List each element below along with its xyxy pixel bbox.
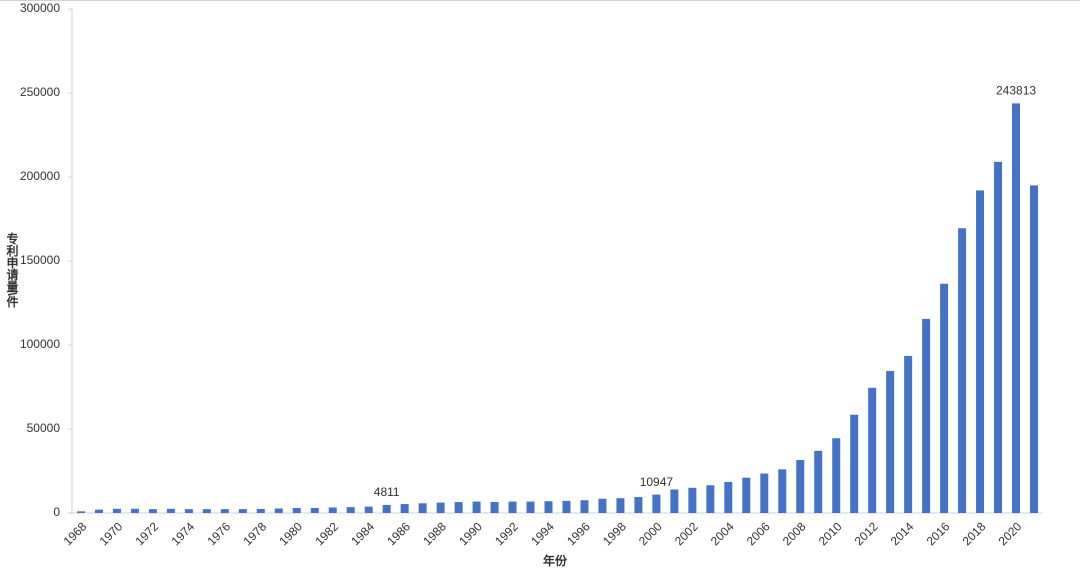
bar <box>418 503 427 513</box>
bar <box>670 489 679 513</box>
y-tick-label: 250000 <box>20 85 60 99</box>
x-tick-label: 1972 <box>132 519 161 548</box>
y-tick-label: 150000 <box>20 253 60 267</box>
bar <box>130 508 139 513</box>
bar <box>580 500 589 513</box>
bar <box>724 481 733 513</box>
x-tick-label: 2020 <box>996 519 1025 548</box>
bar <box>184 509 193 513</box>
x-tick-label: 2002 <box>672 519 701 548</box>
y-tick-label: 100000 <box>20 337 60 351</box>
x-tick-label: 1982 <box>312 519 341 548</box>
x-tick-label: 1984 <box>348 519 377 548</box>
data-label: 4811 <box>374 485 400 499</box>
x-tick-label: 1992 <box>492 519 521 548</box>
bar <box>472 501 481 513</box>
x-tick-label: 2016 <box>924 519 953 548</box>
bar <box>904 355 913 513</box>
bar <box>706 485 715 513</box>
bar <box>400 504 409 513</box>
bar <box>94 509 103 513</box>
bar <box>328 507 337 513</box>
x-tick-label: 2006 <box>744 519 773 548</box>
bar <box>616 498 625 513</box>
x-tick-label: 1976 <box>204 519 233 548</box>
y-tick-label: 50000 <box>27 421 61 435</box>
bar <box>544 501 553 513</box>
bar <box>166 508 175 513</box>
x-axis-label: 年份 <box>543 553 568 568</box>
data-label: 243813 <box>996 84 1036 98</box>
bar <box>994 161 1003 513</box>
bar <box>382 504 391 513</box>
y-tick-label: 0 <box>53 505 60 519</box>
bar <box>958 228 967 514</box>
x-tick-label: 1980 <box>276 519 305 548</box>
bar <box>1012 103 1021 513</box>
x-tick-label: 1974 <box>168 519 197 548</box>
bar <box>490 501 499 513</box>
y-tick-label: 200000 <box>20 169 60 183</box>
bar <box>436 502 445 513</box>
bar <box>454 502 463 513</box>
bar <box>256 508 265 513</box>
bar <box>688 487 697 513</box>
bar <box>346 507 355 513</box>
x-tick-label: 2018 <box>960 519 989 548</box>
bar <box>202 509 211 513</box>
bar <box>634 497 643 513</box>
bar <box>1030 185 1039 513</box>
bar <box>598 498 607 513</box>
bar <box>778 469 787 513</box>
bar <box>760 473 769 513</box>
x-tick-label: 1968 <box>61 519 90 548</box>
x-tick-label: 1998 <box>600 519 629 548</box>
bar <box>742 477 751 513</box>
bar <box>850 414 859 513</box>
bar <box>274 508 283 513</box>
bar <box>562 500 571 513</box>
bar <box>652 494 661 513</box>
x-tick-label: 1996 <box>564 519 593 548</box>
bar <box>868 387 877 513</box>
x-tick-label: 2000 <box>636 519 665 548</box>
data-label: 10947 <box>640 475 674 489</box>
x-tick-label: 1994 <box>528 519 557 548</box>
x-tick-label: 2012 <box>852 519 881 548</box>
bar <box>922 318 931 513</box>
bar <box>814 450 823 513</box>
x-tick-label: 2008 <box>780 519 809 548</box>
bar <box>886 371 895 513</box>
bar <box>364 506 373 513</box>
bar <box>292 507 301 513</box>
bar <box>112 508 121 513</box>
x-tick-label: 2004 <box>708 519 737 548</box>
x-tick-label: 1990 <box>456 519 485 548</box>
bar <box>148 509 157 513</box>
x-tick-label: 1970 <box>97 519 126 548</box>
bar <box>796 460 805 513</box>
x-tick-label: 1988 <box>420 519 449 548</box>
bar <box>508 501 517 513</box>
bar <box>832 438 841 513</box>
bar <box>526 501 535 513</box>
bar <box>76 511 85 513</box>
y-tick-label: 300000 <box>20 1 60 15</box>
bar <box>976 190 985 513</box>
bar <box>220 509 229 513</box>
y-axis-label: 专利申请量\件 <box>5 231 19 308</box>
x-tick-label: 2010 <box>816 519 845 548</box>
bar <box>238 509 247 513</box>
x-tick-label: 1978 <box>240 519 269 548</box>
x-tick-label: 2014 <box>888 519 917 548</box>
bar <box>310 507 319 513</box>
x-tick-label: 1986 <box>384 519 413 548</box>
bar <box>940 283 949 513</box>
